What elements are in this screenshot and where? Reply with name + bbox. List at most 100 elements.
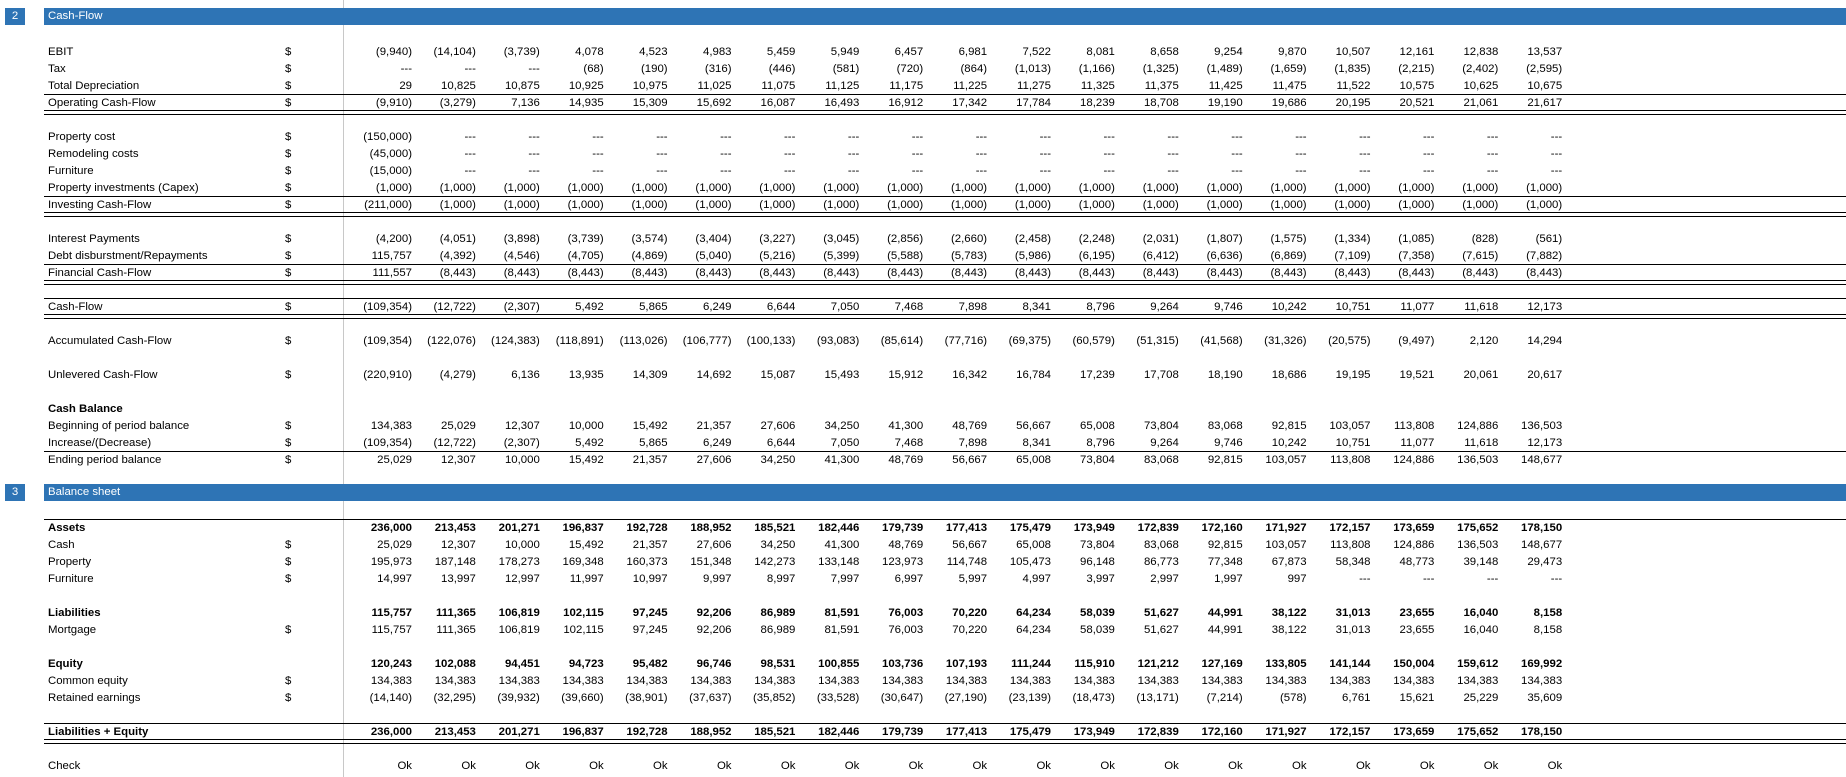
row-label[interactable]: Assets	[48, 522, 86, 534]
value-cell[interactable]: (2,307)	[503, 301, 540, 313]
value-cell[interactable]: 73,804	[1080, 454, 1115, 466]
value-cell[interactable]: (1,659)	[1270, 63, 1307, 75]
value-cell[interactable]: ---	[592, 148, 604, 160]
value-cell[interactable]: (1,000)	[951, 182, 988, 194]
value-cell[interactable]: (8,443)	[567, 267, 604, 279]
value-cell[interactable]: 15,087	[760, 369, 796, 381]
value-cell[interactable]: 192,728	[626, 726, 668, 738]
row-label[interactable]: Common equity	[48, 675, 128, 687]
value-cell[interactable]: 171,927	[1265, 726, 1307, 738]
row-label[interactable]: Unlevered Cash-Flow	[48, 369, 158, 381]
value-cell[interactable]: ---	[1295, 148, 1307, 160]
value-cell[interactable]: (8,443)	[1078, 267, 1115, 279]
value-cell[interactable]: 16,912	[888, 97, 924, 109]
value-cell[interactable]: 51,627	[1143, 607, 1179, 619]
value-cell[interactable]: Ok	[1419, 760, 1435, 772]
value-cell[interactable]: (8,443)	[759, 267, 796, 279]
value-cell[interactable]: ---	[720, 131, 732, 143]
value-cell[interactable]: 134,383	[690, 675, 732, 687]
row-label[interactable]: Equity	[48, 658, 83, 670]
value-cell[interactable]: 15,492	[568, 454, 604, 466]
value-cell[interactable]: 173,659	[1393, 522, 1435, 534]
value-cell[interactable]: 134,383	[498, 675, 540, 687]
value-cell[interactable]: (1,000)	[503, 199, 540, 211]
value-cell[interactable]: 4,983	[702, 46, 732, 58]
value-cell[interactable]: 12,173	[1527, 437, 1563, 449]
value-cell[interactable]: 111,557	[372, 267, 412, 279]
value-cell[interactable]: ---	[911, 165, 924, 177]
value-cell[interactable]: (5,588)	[887, 250, 924, 262]
value-cell[interactable]: 124,886	[1393, 539, 1435, 551]
value-cell[interactable]: (5,783)	[951, 250, 988, 262]
value-cell[interactable]: 123,973	[882, 556, 924, 568]
value-cell[interactable]: (864)	[960, 63, 988, 75]
value-cell[interactable]: ---	[656, 148, 668, 160]
value-cell[interactable]: 56,667	[952, 539, 988, 551]
row-unit[interactable]: $	[285, 301, 292, 313]
value-cell[interactable]: 169,992	[1521, 658, 1563, 670]
value-cell[interactable]: (14,104)	[433, 46, 476, 58]
value-cell[interactable]: ---	[1039, 131, 1051, 143]
value-cell[interactable]: 64,234	[1016, 607, 1051, 619]
value-cell[interactable]: ---	[528, 165, 540, 177]
value-cell[interactable]: Ok	[1100, 760, 1115, 772]
value-cell[interactable]: 16,040	[1463, 624, 1499, 636]
value-cell[interactable]: 83,068	[1143, 454, 1179, 466]
value-cell[interactable]: 12,173	[1527, 301, 1563, 313]
value-cell[interactable]: ---	[1167, 131, 1179, 143]
value-cell[interactable]: 172,160	[1201, 726, 1243, 738]
value-cell[interactable]: 16,087	[760, 97, 796, 109]
value-cell[interactable]: 136,503	[1457, 539, 1499, 551]
value-cell[interactable]: 34,250	[760, 454, 796, 466]
value-cell[interactable]: (211,000)	[364, 199, 412, 211]
value-cell[interactable]: 21,357	[696, 420, 732, 432]
value-cell[interactable]: 25,029	[377, 454, 412, 466]
value-cell[interactable]: 9,870	[1278, 46, 1307, 58]
value-cell[interactable]: 4,078	[575, 46, 604, 58]
value-cell[interactable]: 73,804	[1080, 539, 1115, 551]
value-cell[interactable]: 133,805	[1265, 658, 1307, 670]
value-cell[interactable]: 160,373	[626, 556, 668, 568]
value-cell[interactable]: 236,000	[370, 726, 412, 738]
value-cell[interactable]: 213,453	[434, 522, 476, 534]
value-cell[interactable]: 6,981	[958, 46, 988, 58]
value-cell[interactable]: 19,686	[1271, 97, 1307, 109]
value-cell[interactable]: 96,148	[1080, 556, 1115, 568]
value-cell[interactable]: 5,459	[766, 46, 796, 58]
value-cell[interactable]: (27,190)	[944, 692, 988, 704]
value-cell[interactable]: (1,489)	[1206, 63, 1243, 75]
value-cell[interactable]: (3,279)	[439, 97, 476, 109]
value-cell[interactable]: (8,443)	[631, 267, 668, 279]
value-cell[interactable]: 48,769	[952, 420, 988, 432]
row-label[interactable]: EBIT	[48, 46, 74, 58]
value-cell[interactable]: 8,158	[1533, 607, 1563, 619]
value-cell[interactable]: (190)	[641, 63, 668, 75]
value-cell[interactable]: 18,708	[1143, 97, 1179, 109]
value-cell[interactable]: 148,677	[1521, 539, 1563, 551]
value-cell[interactable]: 10,751	[1335, 301, 1371, 313]
value-cell[interactable]: 127,169	[1201, 658, 1243, 670]
value-cell[interactable]: (8,443)	[439, 267, 476, 279]
value-cell[interactable]: ---	[1550, 165, 1563, 177]
value-cell[interactable]: Ok	[972, 760, 988, 772]
value-cell[interactable]: 86,989	[760, 624, 796, 636]
row-label[interactable]: Debt disburstment/Repayments	[48, 250, 208, 262]
value-cell[interactable]: 10,575	[1399, 80, 1435, 92]
value-cell[interactable]: (8,443)	[1526, 267, 1563, 279]
value-cell[interactable]: 134,383	[818, 675, 860, 687]
value-cell[interactable]: (8,443)	[1334, 267, 1371, 279]
row-label[interactable]: Financial Cash-Flow	[48, 267, 152, 279]
value-cell[interactable]: 12,307	[441, 539, 476, 551]
value-cell[interactable]: (1,000)	[1014, 182, 1051, 194]
value-cell[interactable]: 195,973	[370, 556, 412, 568]
row-unit[interactable]: $	[285, 199, 292, 211]
value-cell[interactable]: 10,825	[441, 80, 476, 92]
value-cell[interactable]: 100,855	[818, 658, 860, 670]
value-cell[interactable]: 51,627	[1143, 624, 1179, 636]
value-cell[interactable]: 178,273	[498, 556, 540, 568]
value-cell[interactable]: ---	[656, 131, 668, 143]
value-cell[interactable]: ---	[911, 131, 924, 143]
value-cell[interactable]: Ok	[844, 760, 860, 772]
value-cell[interactable]: (1,000)	[631, 199, 668, 211]
value-cell[interactable]: 150,004	[1393, 658, 1435, 670]
